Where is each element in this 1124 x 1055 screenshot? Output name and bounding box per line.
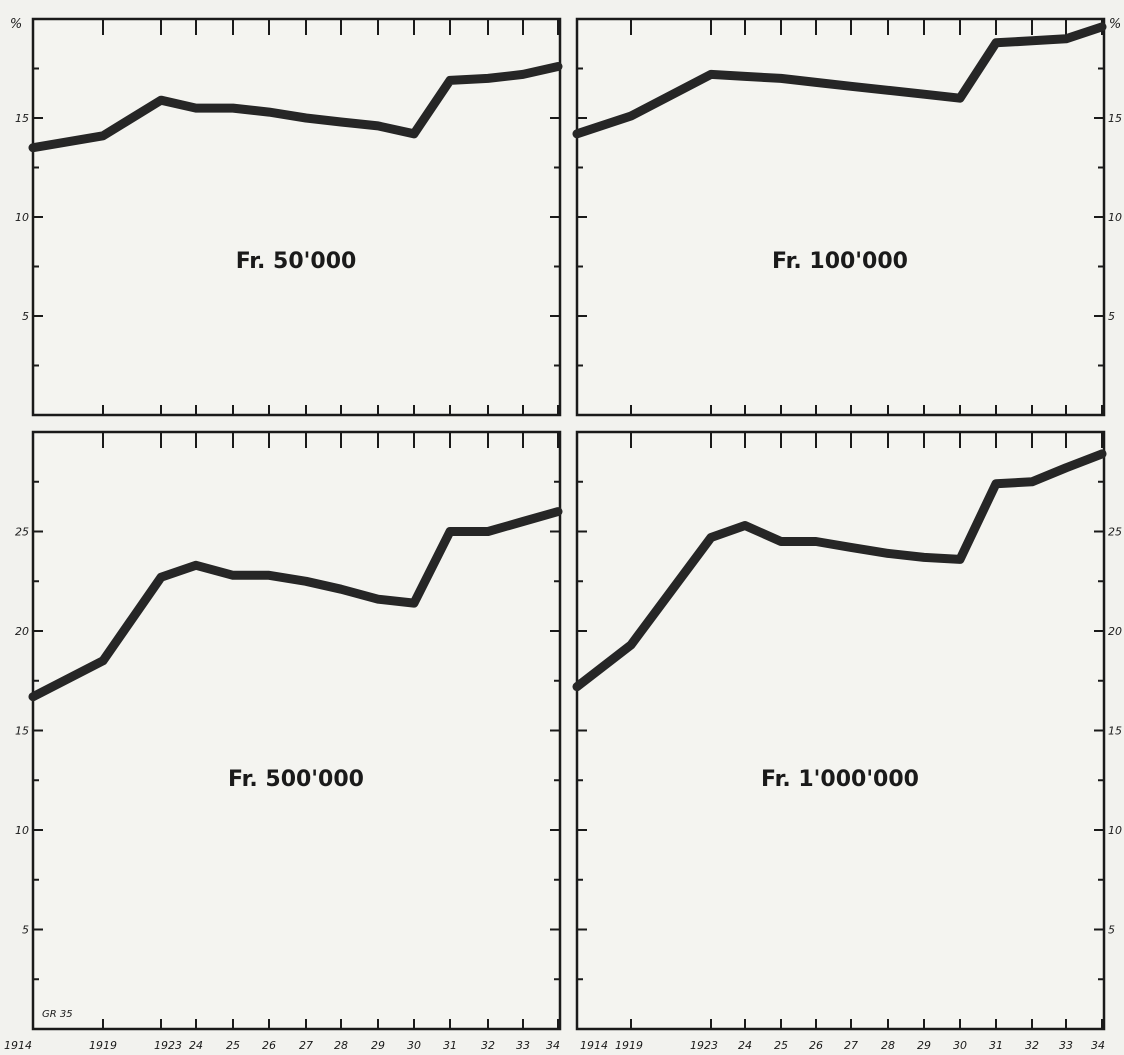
x-tick-label: 34 [1091,1039,1105,1052]
panel-100000-series-line [572,22,1107,139]
y-tick-label: 20 [15,625,29,638]
panel-100000-ticks: 5 10 15 [576,19,1122,415]
y-tick-label: 25 [1108,526,1122,539]
panel-50000-ticks: 5 10 15 [15,19,560,415]
y-tick-label: 10 [15,824,29,837]
y-tick-label: 5 [1108,924,1115,937]
y-tick-label: 10 [15,211,29,224]
panel-500000-frame [31,430,562,1031]
x-tick-label: 29 [371,1039,385,1052]
panel-100000: 5 10 15 % Fr. 100'000 [572,17,1122,417]
x-tick-label: 32 [1025,1039,1039,1052]
y-tick-label: 25 [15,526,29,539]
x-tick-label: 1914 [580,1039,608,1052]
y-tick-label: 10 [1108,824,1122,837]
x-tick-label: 28 [334,1039,348,1052]
x-tick-label: 28 [881,1039,895,1052]
y-tick-label: 5 [22,310,29,323]
x-tick-label: 1914 [4,1039,32,1052]
x-tick-label: 24 [738,1039,752,1052]
x-tick-label: 1919 [89,1039,117,1052]
x-tick-label: 31 [989,1039,1003,1052]
x-tick-label: 31 [443,1039,457,1052]
panel-1000000-ticks: 5 10 15 20 25 [576,432,1122,1029]
panel-50000-frame [31,17,562,417]
x-axis-right: 1914 1919 1923 24 25 26 27 28 29 30 31 32 33 34 [580,1039,1105,1052]
x-tick-label: 33 [1059,1039,1073,1052]
panel-50000-unit-label: % [10,17,22,32]
y-tick-label: 15 [1108,112,1122,125]
panel-50000: 5 10 15 % Fr. 50'000 [10,17,563,417]
x-tick-label: 25 [226,1039,240,1052]
x-tick-label: 33 [516,1039,530,1052]
y-tick-label: 10 [1108,211,1122,224]
panel-500000-ticks: 5 10 15 20 25 [15,432,560,1029]
panel-1000000: 5 10 15 20 25 Fr. 1'000'000 [572,430,1122,1031]
y-tick-label: 5 [22,924,29,937]
x-tick-label: 30 [953,1039,967,1052]
x-tick-label: 27 [299,1039,313,1052]
x-tick-label: 1923 [690,1039,718,1052]
panel-1000000-title: Fr. 1'000'000 [761,767,919,792]
x-tick-label: 34 [546,1039,560,1052]
panel-50000-series-line [28,62,563,153]
x-tick-label: 26 [809,1039,823,1052]
x-tick-label: 26 [262,1039,276,1052]
x-tick-label: 1923 [154,1039,182,1052]
panel-100000-unit-label: % [1109,17,1121,32]
x-tick-label: 24 [189,1039,203,1052]
y-tick-label: 15 [15,112,29,125]
y-tick-label: 15 [15,725,29,738]
panel-500000-series-line [28,507,563,702]
y-tick-label: 15 [1108,725,1122,738]
credit-text: GR 35 [42,1009,73,1020]
panel-500000: 5 10 15 20 25 Fr. 500'000 GR 35 [15,430,563,1031]
panel-1000000-series-line [572,449,1107,692]
x-tick-label: 32 [481,1039,495,1052]
y-tick-label: 5 [1108,310,1115,323]
panel-1000000-frame [575,430,1106,1031]
x-tick-label: 30 [407,1039,421,1052]
x-tick-label: 29 [917,1039,931,1052]
x-tick-label: 25 [774,1039,788,1052]
x-tick-label: 27 [844,1039,858,1052]
x-tick-label: 1919 [615,1039,643,1052]
panel-500000-title: Fr. 500'000 [228,767,364,792]
x-axis-left: 1914 1919 1923 24 25 26 27 28 29 30 31 32 33 34 [4,1039,560,1052]
panel-50000-title: Fr. 50'000 [236,249,357,274]
panel-100000-frame [575,17,1106,417]
y-tick-label: 20 [1108,625,1122,638]
panel-100000-title: Fr. 100'000 [772,249,908,274]
